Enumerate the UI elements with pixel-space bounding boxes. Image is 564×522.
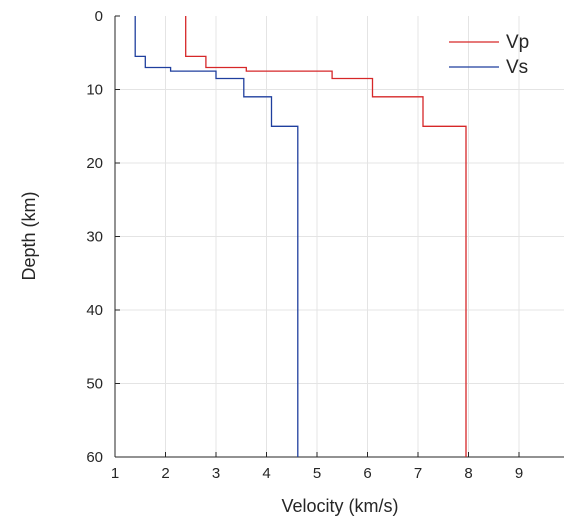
x-tick-label: 5 — [313, 465, 321, 482]
series-line-vp — [185, 16, 467, 457]
series-line-vs — [134, 16, 299, 457]
x-ticks: 1 2 3 4 5 6 7 8 9 — [111, 452, 523, 482]
x-tick-label: 6 — [363, 465, 371, 482]
legend-label-vp: Vp — [506, 32, 529, 53]
y-ticks: 0 10 20 30 40 50 60 — [86, 8, 120, 466]
x-axis-label: Velocity (km/s) — [281, 496, 398, 516]
x-tick-label: 1 — [111, 465, 119, 482]
y-tick-label: 50 — [86, 376, 103, 393]
grid — [115, 16, 564, 457]
x-tick-label: 8 — [464, 465, 472, 482]
x-tick-label: 2 — [161, 465, 169, 482]
y-tick-label: 40 — [86, 302, 103, 319]
y-axis-label: Depth (km) — [19, 191, 39, 280]
x-tick-label: 7 — [414, 465, 422, 482]
x-tick-label: 4 — [262, 465, 270, 482]
y-tick-label: 10 — [86, 82, 103, 99]
y-tick-label: 30 — [86, 229, 103, 246]
x-tick-label: 9 — [515, 465, 523, 482]
legend: Vp Vs — [449, 32, 529, 78]
x-tick-label: 3 — [212, 465, 220, 482]
legend-label-vs: Vs — [506, 57, 528, 78]
y-tick-label: 20 — [86, 155, 103, 172]
y-tick-label: 0 — [95, 8, 103, 25]
series — [134, 16, 467, 457]
y-tick-label: 60 — [86, 449, 103, 466]
